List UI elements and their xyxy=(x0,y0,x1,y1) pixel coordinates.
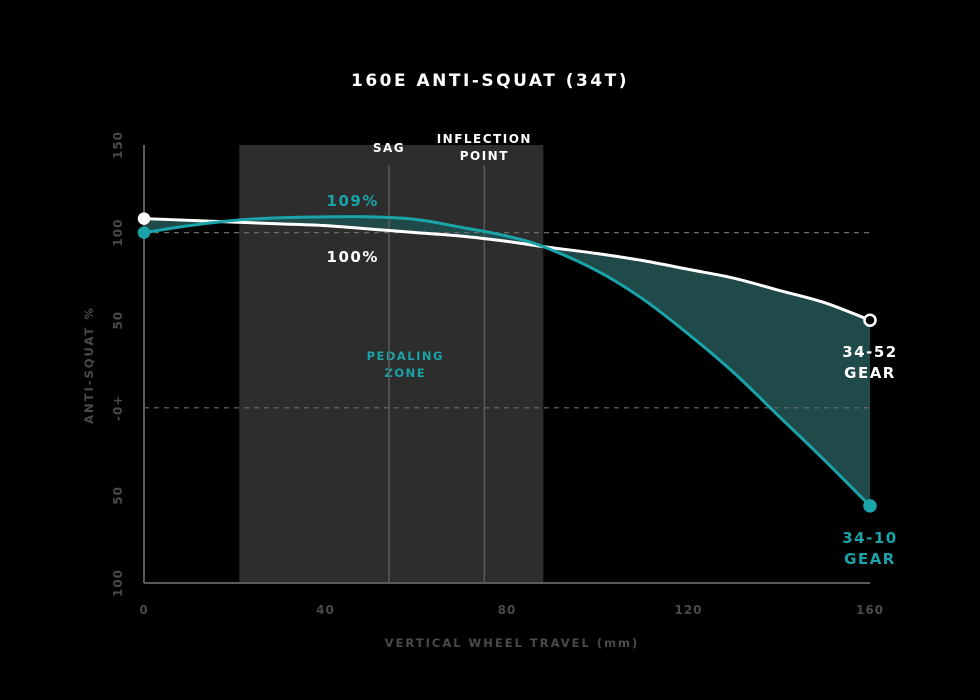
x-tick-label: 80 xyxy=(498,603,517,617)
y-axis-label: ANTI-SQUAT % xyxy=(82,306,96,424)
series-label-34-52: 34-52 xyxy=(842,343,897,361)
pedaling-zone-rect xyxy=(239,145,544,583)
series-start-point-34-10 xyxy=(137,226,151,239)
chart-labels: 34-52 GEAR 34-10 GEAR 109% 100% xyxy=(327,192,897,568)
x-tick-label: 160 xyxy=(856,603,884,617)
series-label-34-10: 34-10 xyxy=(842,529,897,547)
pedaling-zone-label: PEDALING xyxy=(367,349,444,363)
x-tick-label: 40 xyxy=(316,603,335,617)
series-start-point-34-52 xyxy=(137,212,151,225)
series-label-34-52-2: GEAR xyxy=(844,364,896,382)
annotation-0: 109% xyxy=(327,192,379,210)
y-tick-label: 100 xyxy=(111,219,125,247)
chart-title: 160E ANTI-SQUAT (34T) xyxy=(351,71,629,91)
x-tick-label: 120 xyxy=(674,603,702,617)
annotation-1: 100% xyxy=(327,248,379,266)
pedaling-zone: PEDALING ZONE xyxy=(239,145,544,583)
pedaling-zone-label-2: ZONE xyxy=(384,366,426,380)
y-tick-label: -0+ xyxy=(111,395,125,421)
fill-between-area xyxy=(144,216,870,506)
series-end-point-34-10 xyxy=(863,499,877,513)
marker-label-0: SAG xyxy=(373,141,405,155)
gear-difference-fill xyxy=(144,216,870,506)
reference-lines xyxy=(144,232,870,409)
y-tick-label: 50 xyxy=(111,486,125,505)
series-end-point-34-52 xyxy=(863,313,877,327)
series-line-34-10 xyxy=(142,215,872,508)
series-lines xyxy=(137,212,877,513)
series-label-34-10-2: GEAR xyxy=(844,550,896,568)
vertical-markers: SAG INFLECTION POINT xyxy=(373,132,532,583)
y-tick-label: 100 xyxy=(111,569,125,597)
y-tick-label: 50 xyxy=(111,311,125,330)
x-tick-label: 0 xyxy=(139,603,148,617)
y-tick-label: 150 xyxy=(111,131,125,159)
series-line-34-52 xyxy=(142,217,872,322)
marker-label-1: INFLECTION xyxy=(437,132,532,146)
marker-label-1-2: POINT xyxy=(460,149,509,163)
x-axis-label: VERTICAL WHEEL TRAVEL (mm) xyxy=(385,636,640,650)
